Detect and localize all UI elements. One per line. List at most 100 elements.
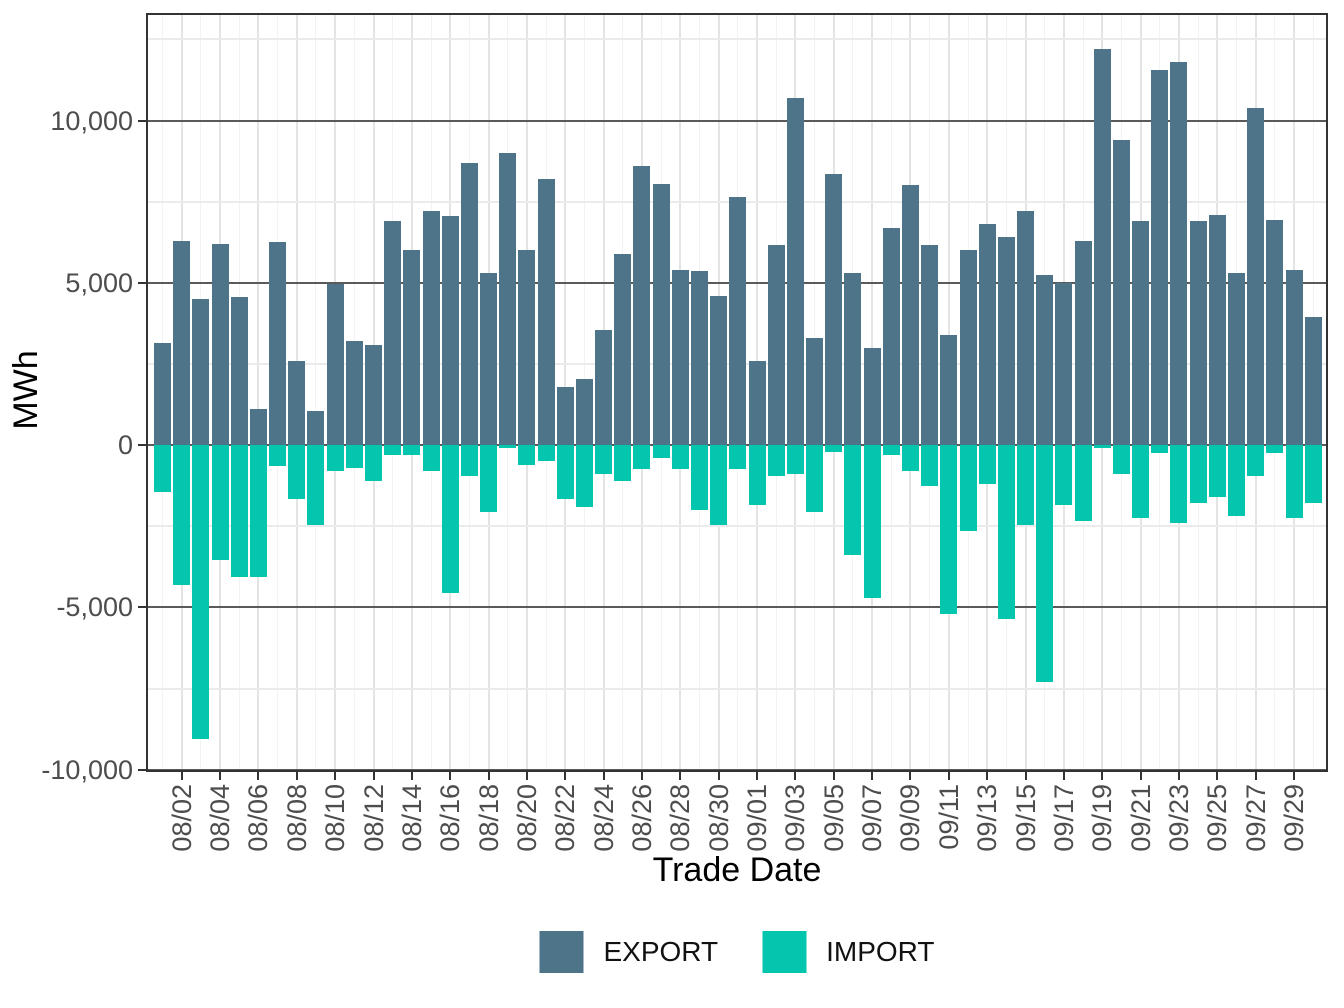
x-tick-label: 08/22 — [550, 784, 581, 852]
bar-export-09/15 — [1017, 211, 1034, 446]
x-tick-label: 08/06 — [243, 784, 274, 852]
x-tick-mark — [794, 772, 797, 780]
bar-import-09/19 — [1093, 445, 1111, 449]
x-tick-mark — [756, 772, 758, 780]
bar-export-09/05 — [825, 174, 843, 446]
bar-export-09/09 — [901, 185, 919, 446]
legend-item-import: IMPORT — [762, 931, 935, 973]
bar-import-09/05 — [825, 445, 843, 452]
x-tick-mark — [832, 772, 835, 780]
bar-import-09/13 — [978, 445, 996, 485]
legend-item-export: EXPORT — [539, 931, 718, 973]
bar-export-09/16 — [1036, 274, 1054, 446]
plot-panel — [146, 13, 1328, 772]
x-tick-label: 09/29 — [1279, 784, 1309, 852]
bar-import-09/08 — [882, 445, 900, 455]
x-tick-label: 08/24 — [588, 784, 619, 852]
x-tick-mark — [640, 772, 643, 780]
bar-export-08/10 — [326, 284, 344, 446]
bar-import-09/21 — [1132, 445, 1150, 519]
bar-export-08/05 — [230, 297, 248, 446]
x-tick-mark — [602, 772, 605, 780]
bar-import-09/30 — [1304, 445, 1322, 504]
bar-export-09/22 — [1151, 70, 1169, 446]
bar-import-08/27 — [652, 445, 670, 459]
gridline-horizontal-minor — [146, 38, 1328, 41]
x-tick-mark — [909, 772, 912, 780]
bar-export-08/20 — [518, 250, 536, 446]
x-tick-label: 09/13 — [972, 784, 1003, 852]
bar-import-08/19 — [499, 445, 517, 449]
bar-export-08/29 — [691, 271, 708, 446]
bar-import-09/26 — [1227, 445, 1245, 517]
bar-export-09/29 — [1285, 269, 1303, 446]
bar-import-09/10 — [921, 445, 939, 486]
y-tick-label: -10,000 — [41, 754, 133, 785]
bar-export-08/27 — [652, 183, 670, 446]
bar-export-08/02 — [173, 240, 191, 446]
bar-export-09/24 — [1189, 221, 1207, 446]
x-axis-title: Trade Date — [652, 851, 822, 889]
bar-import-09/22 — [1151, 445, 1169, 454]
bar-import-08/01 — [154, 445, 171, 493]
bar-import-08/18 — [480, 445, 497, 512]
bar-export-09/18 — [1074, 240, 1092, 446]
x-tick-label: 08/18 — [473, 784, 504, 852]
x-tick-label: 09/05 — [818, 784, 849, 852]
bar-import-08/02 — [173, 445, 191, 585]
bar-import-09/06 — [844, 445, 862, 556]
x-tick-mark — [525, 772, 528, 780]
x-tick-mark — [295, 772, 298, 780]
bar-import-08/24 — [595, 445, 613, 475]
x-tick-label: 08/28 — [665, 784, 696, 852]
bar-export-09/08 — [882, 227, 900, 446]
gridline-horizontal-major — [146, 606, 1328, 609]
bar-import-09/07 — [863, 445, 881, 598]
bar-export-08/24 — [595, 329, 613, 445]
x-tick-label: 08/04 — [205, 784, 235, 852]
bar-import-08/07 — [269, 445, 287, 467]
bar-import-08/15 — [422, 445, 440, 472]
bar-export-08/16 — [441, 216, 459, 446]
x-tick-label: 08/14 — [396, 784, 427, 852]
bar-import-08/08 — [288, 445, 306, 499]
bar-import-09/15 — [1017, 445, 1034, 525]
x-tick-label: 09/11 — [933, 784, 964, 850]
x-tick-mark — [1101, 772, 1104, 780]
bar-export-09/28 — [1266, 219, 1284, 446]
x-tick-mark — [1139, 772, 1142, 780]
bar-import-09/14 — [997, 445, 1015, 619]
bar-export-09/04 — [806, 338, 823, 446]
x-tick-mark — [410, 772, 413, 780]
bar-import-08/14 — [403, 445, 421, 455]
bar-export-09/27 — [1247, 107, 1265, 446]
bar-export-08/17 — [460, 162, 478, 446]
x-tick-mark — [947, 772, 950, 780]
y-tick-mark — [138, 606, 146, 609]
y-axis-title: MWh — [7, 350, 45, 430]
bar-export-08/22 — [556, 386, 574, 446]
bar-import-08/31 — [729, 445, 747, 470]
legend-label-import: IMPORT — [826, 936, 935, 967]
bar-export-09/26 — [1227, 273, 1245, 446]
bar-import-08/25 — [614, 445, 632, 481]
legend: EXPORT IMPORT — [539, 931, 935, 973]
y-tick-mark — [138, 281, 146, 284]
bar-export-09/02 — [767, 245, 785, 446]
bar-export-09/03 — [786, 97, 804, 446]
bar-export-09/12 — [959, 250, 977, 446]
x-tick-label: 08/16 — [435, 784, 466, 852]
x-tick-mark — [372, 772, 375, 780]
export-swatch — [539, 931, 584, 973]
bar-import-08/20 — [518, 445, 536, 465]
gridline-horizontal-minor — [146, 525, 1328, 528]
bar-export-08/09 — [307, 411, 325, 446]
bar-export-09/11 — [940, 334, 958, 446]
x-tick-label: 09/15 — [1010, 784, 1041, 852]
y-tick-label: 10,000 — [50, 105, 133, 136]
bar-import-09/04 — [806, 445, 823, 512]
bar-export-08/13 — [384, 221, 402, 446]
x-tick-mark — [449, 772, 452, 780]
gridline-vertical-major — [257, 13, 260, 772]
